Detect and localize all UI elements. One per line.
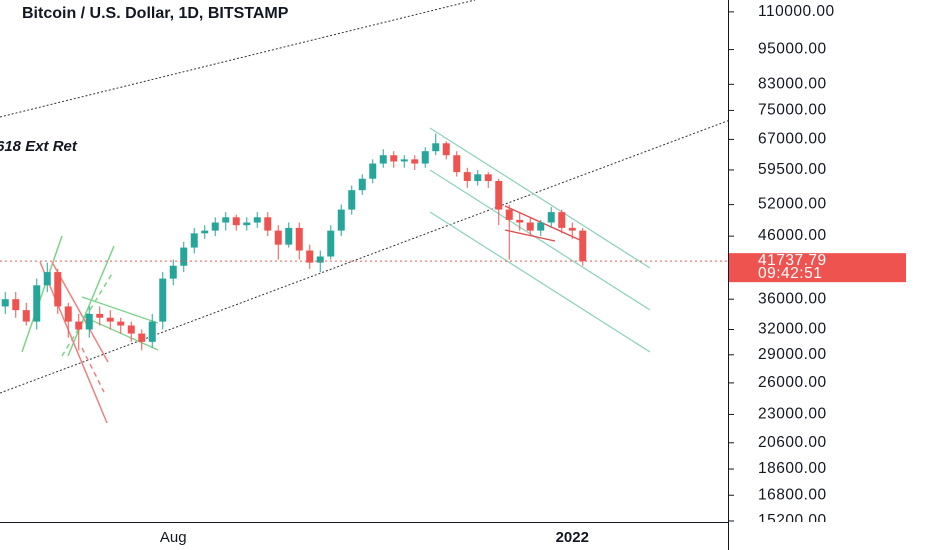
- y-tick-label: 20600.00: [758, 434, 827, 451]
- candle-body: [306, 250, 314, 263]
- candle-body: [505, 209, 513, 220]
- candle-body: [421, 151, 429, 164]
- candle-body: [411, 159, 419, 164]
- channel-line: [429, 211, 651, 353]
- candles: [0, 133, 728, 351]
- y-tick-label: 15200.00: [758, 512, 827, 529]
- candle-body: [96, 313, 104, 318]
- last-price-box: [729, 253, 906, 283]
- candle-body: [180, 247, 188, 266]
- chart-title: Bitcoin / U.S. Dollar, 1D, BITSTAMP: [22, 5, 289, 22]
- candle-body: [474, 174, 482, 181]
- candle-body: [85, 313, 93, 330]
- candle-body: [211, 222, 219, 231]
- candle-body: [547, 212, 555, 223]
- price-axis: 110000.00 95000.00 83000.00 75000.00 67000.0…: [729, 3, 835, 529]
- candle-body: [127, 325, 135, 334]
- y-tick-label: 26000.00: [758, 374, 827, 391]
- y-tick-label: 83000.00: [758, 75, 827, 92]
- candle-body: [390, 155, 398, 162]
- candle-body: [295, 227, 303, 251]
- flag-line: [21, 235, 63, 353]
- y-tick-label: 23000.00: [758, 406, 827, 423]
- candle-body: [117, 321, 125, 326]
- candle-body: [22, 310, 30, 322]
- candle-body: [453, 155, 461, 173]
- y-tick-label: 52000.00: [758, 196, 827, 213]
- flag-line: [81, 347, 105, 393]
- annotation: 618 Ext Ret: [0, 138, 78, 155]
- trend-line: [0, 0, 476, 118]
- candle-body: [264, 217, 272, 231]
- y-tick-label: 32000.00: [758, 321, 827, 338]
- candle-body: [568, 227, 576, 231]
- y-tick-label: 67000.00: [758, 131, 827, 148]
- candle-body: [495, 180, 503, 210]
- candle-body: [579, 230, 587, 262]
- candle-body: [285, 227, 293, 245]
- flag-line: [51, 261, 109, 363]
- y-tick-label: 16800.00: [758, 486, 827, 503]
- x-tick-label: 2022: [556, 529, 589, 546]
- candle-body: [316, 256, 324, 263]
- candle-body: [169, 265, 177, 279]
- x-tick-label: Aug: [160, 529, 187, 546]
- flag-line: [67, 245, 115, 357]
- candle-body: [484, 174, 492, 181]
- y-tick-label: 46000.00: [758, 227, 827, 244]
- candle-body: [358, 178, 366, 191]
- channel-line: [429, 127, 651, 269]
- candle-body: [337, 209, 345, 231]
- candle-body: [274, 230, 282, 245]
- candle-body: [379, 155, 387, 164]
- candle-body: [64, 306, 72, 322]
- candle-body: [526, 222, 534, 231]
- candle-body: [138, 333, 146, 342]
- flag-line: [39, 261, 108, 424]
- channel-line: [429, 169, 651, 311]
- y-tick-label: 75000.00: [758, 101, 827, 118]
- countdown: 09:42:51: [758, 265, 822, 282]
- candle-body: [33, 285, 41, 322]
- candle-body: [400, 159, 408, 162]
- y-tick-label: 36000.00: [758, 290, 827, 307]
- y-tick-label: 18600.00: [758, 460, 827, 477]
- candle-body: [232, 217, 240, 226]
- candle-body: [463, 172, 471, 181]
- candle-body: [43, 272, 51, 286]
- candle-body: [159, 278, 167, 322]
- candle-body: [243, 222, 251, 226]
- candle-body: [106, 317, 114, 322]
- trend-line: [0, 120, 728, 394]
- candle-body: [558, 212, 566, 228]
- candle-body: [253, 217, 261, 223]
- y-tick-label: 29000.00: [758, 346, 827, 363]
- candle-body: [222, 217, 230, 223]
- flag-line: [81, 296, 159, 324]
- candle-body: [148, 321, 156, 342]
- y-tick-label: 59500.00: [758, 161, 827, 178]
- candle-body: [190, 233, 198, 248]
- last-price-label: 41737.79: [758, 252, 827, 269]
- candle-body: [516, 219, 524, 223]
- candle-body: [75, 321, 83, 330]
- drawings: [0, 0, 728, 424]
- candle-body: [12, 299, 20, 311]
- candle-body: [1, 299, 9, 307]
- candle-body: [442, 143, 450, 156]
- candle-body: [537, 222, 545, 231]
- candle-body: [348, 190, 356, 210]
- candle-body: [327, 230, 335, 257]
- candle-body: [369, 163, 377, 179]
- flag-line: [81, 315, 159, 351]
- y-tick-label: 95000.00: [758, 41, 827, 58]
- candle-body: [54, 272, 62, 307]
- y-tick-label: 110000.00: [758, 3, 835, 20]
- candle-body: [432, 143, 440, 152]
- candle-body: [201, 230, 209, 234]
